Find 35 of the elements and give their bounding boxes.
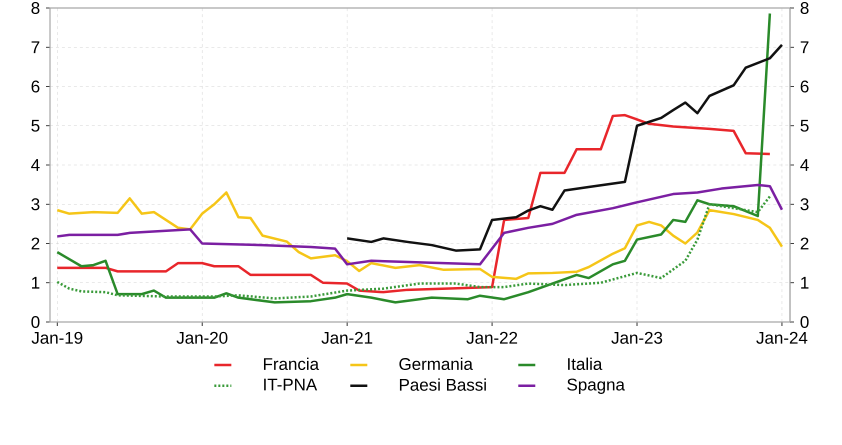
legend-label: Spagna	[567, 378, 625, 394]
x-tick-label: Jan-20	[176, 332, 228, 344]
legend-label: Paesi Bassi	[400, 378, 486, 391]
x-tick-label: Jan-23	[611, 332, 662, 344]
line-series	[56, 12, 772, 304]
y-tick-label: 5	[31, 120, 40, 132]
y-tick-label: 1	[32, 276, 40, 289]
legend-label: IT-PNA	[264, 378, 318, 390]
x-tick-label: Jan-21	[322, 332, 372, 344]
line-series	[56, 114, 772, 294]
y2-tick-label: 4	[800, 159, 809, 171]
x-tick-label: Jan-24	[756, 332, 808, 344]
y2-tick-label: 2	[800, 238, 808, 250]
y2-tick-label: 8	[800, 2, 809, 14]
y2-tick-label: 6	[800, 80, 809, 92]
y-tick-label: 0	[31, 316, 40, 328]
line-series	[56, 195, 772, 300]
y-tick-label: 4	[31, 159, 40, 171]
y2-tick-label: 0	[800, 316, 809, 328]
legend-label: Italia	[568, 358, 602, 370]
line-series	[56, 191, 784, 280]
x-tick-label: Jan-19	[32, 332, 82, 344]
y2-tick-label: 1	[801, 276, 808, 289]
y-tick-label: 3	[31, 198, 40, 210]
legend-label: Germania	[399, 358, 473, 370]
y-tick-label: 7	[32, 41, 40, 54]
y-tick-label: 6	[32, 80, 40, 92]
y2-tick-label: 3	[800, 198, 809, 210]
legend-label: Francia	[264, 358, 320, 370]
line-series	[346, 44, 784, 252]
x-tick-label: Jan-22	[466, 332, 518, 344]
y2-tick-label: 7	[800, 41, 808, 54]
y-tick-label: 2	[32, 238, 40, 250]
y2-tick-label: 5	[800, 120, 809, 132]
y-tick-label: 8	[31, 2, 40, 14]
